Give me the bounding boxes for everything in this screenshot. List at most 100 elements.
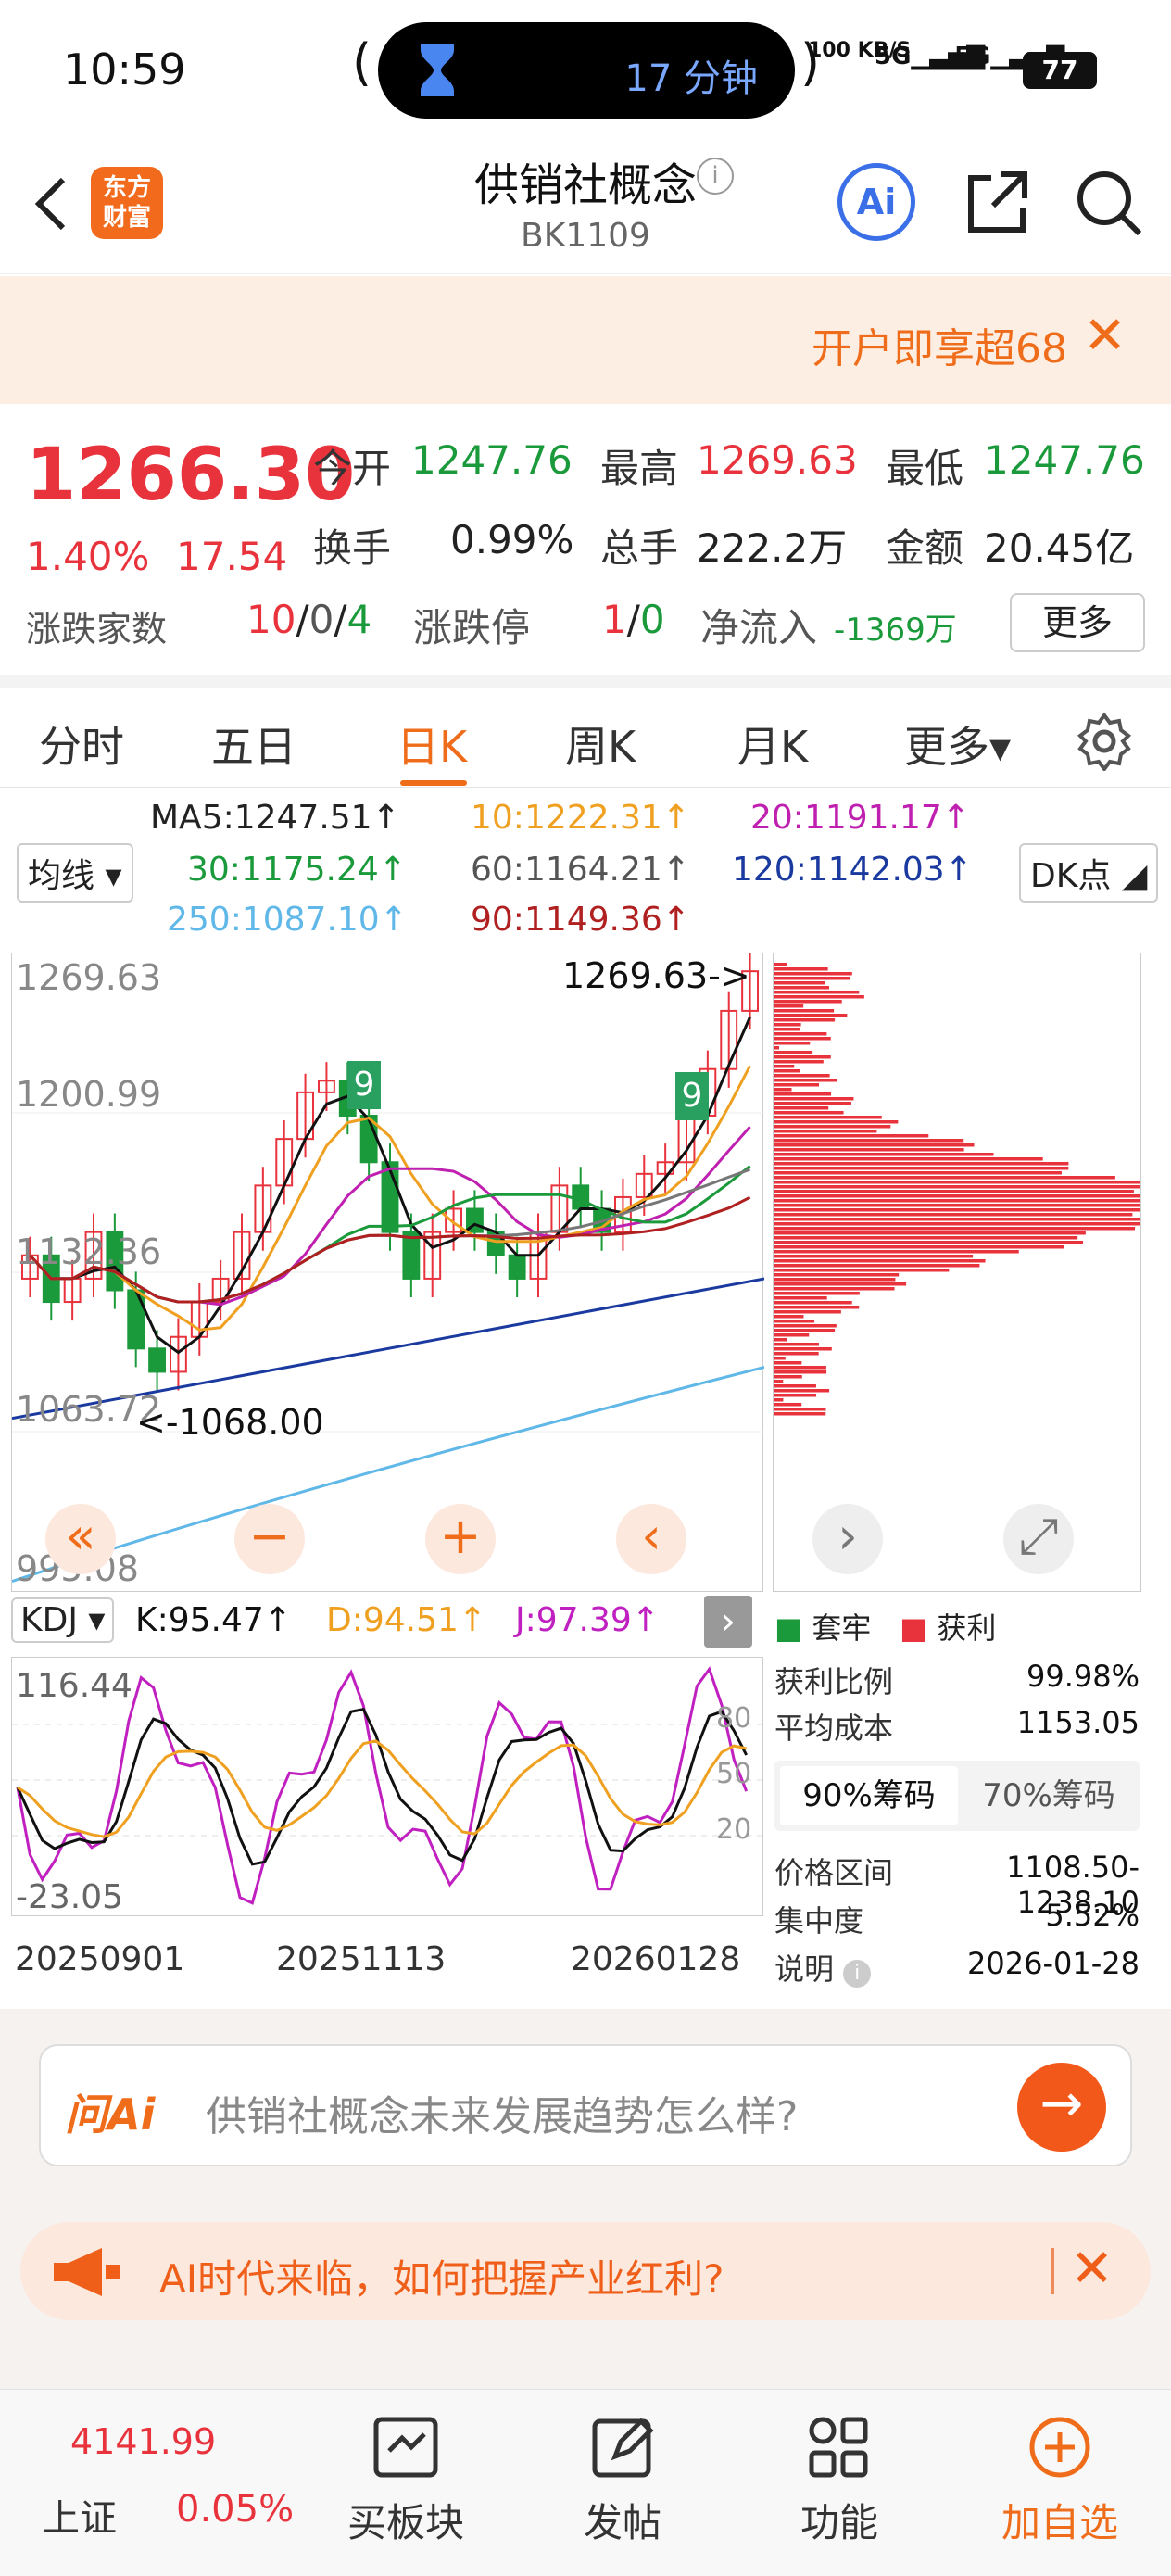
ask-ai-prompt[interactable]: 供销社概念未来发展趋势怎么样?	[206, 2093, 799, 2140]
chip-bar	[774, 1250, 1019, 1254]
turnover-label: 换手	[313, 525, 392, 571]
ad-text[interactable]: AI时代来临，如何把握产业红利?	[159, 2256, 724, 2302]
ask-ai-bar[interactable]: 问Ai 供销社概念未来发展趋势怎么样? →	[39, 2044, 1132, 2166]
tab-more[interactable]: 更多▾	[904, 722, 1012, 772]
ma60-value: 60:1164.21↑	[471, 851, 690, 889]
add-watchlist-icon[interactable]	[1025, 2412, 1095, 2482]
chip-bar	[774, 1208, 1140, 1212]
close-icon[interactable]: ✕	[1070, 2239, 1114, 2299]
kdj-select[interactable]: KDJ ▾	[11, 1597, 115, 1643]
chip-bar	[774, 1357, 786, 1360]
chip-bar	[774, 1065, 795, 1068]
zoom-out-icon[interactable]: −	[234, 1504, 305, 1574]
paren-right: )	[800, 33, 821, 92]
last-price: 1266.30	[26, 434, 356, 517]
tab-five-day[interactable]: 五日	[211, 722, 296, 772]
chip-bar	[774, 1116, 882, 1119]
ma120-value: 120:1142.03↑	[732, 851, 973, 889]
buy-board-label[interactable]: 买板块	[346, 2500, 464, 2545]
back-arrow-icon[interactable]	[26, 167, 82, 241]
tab-monthly-k[interactable]: 月K	[737, 722, 809, 772]
avg-cost-value: 1153.05	[1016, 1705, 1140, 1740]
post-label[interactable]: 发帖	[583, 2500, 661, 2545]
chip-bar	[774, 991, 860, 994]
chip-bar	[774, 1000, 842, 1004]
chip-bar	[774, 1278, 896, 1282]
promo-banner[interactable]: 开户即享超68 ✕	[0, 276, 1171, 404]
ad-banner[interactable]: AI时代来临，如何把握产业红利? ✕	[20, 2222, 1151, 2320]
chip-bar	[774, 1162, 1069, 1166]
index-value[interactable]: 4141.99	[70, 2421, 217, 2462]
collapse-arrow-icon[interactable]: ›	[704, 1596, 752, 1648]
chip-bar	[774, 1199, 1140, 1203]
tab-chip-90[interactable]: 90%筹码	[780, 1766, 958, 1825]
kdj-j-line	[16, 1666, 749, 1905]
chip-bar	[774, 1398, 784, 1402]
chip-bar	[774, 1111, 844, 1115]
ma90-value: 90:1149.36↑	[471, 901, 690, 939]
share-icon[interactable]	[960, 165, 1034, 239]
arrow-right-icon[interactable]: →	[1017, 2063, 1106, 2152]
ma120-line	[12, 1277, 764, 1421]
kdj-chart[interactable]: 116.44 -23.05 80 50 20	[11, 1657, 764, 1916]
kdj-plot	[12, 1666, 764, 1905]
dk-point-select[interactable]: DK点 ◢	[1019, 843, 1159, 903]
chip-bar	[774, 1361, 802, 1365]
chip-bar	[774, 1097, 854, 1101]
low-value: 1247.76	[984, 437, 1145, 483]
chip-bar	[774, 1148, 964, 1152]
note-label[interactable]: 说明 i	[774, 1946, 872, 1989]
chip-bar	[774, 963, 787, 966]
chip-bar	[774, 967, 828, 971]
change-value: 17.54	[176, 534, 288, 579]
chip-bar	[774, 1315, 804, 1319]
post-edit-icon[interactable]	[587, 2412, 658, 2482]
high-label: 最高	[600, 446, 679, 491]
scroll-left-icon[interactable]: ‹	[616, 1504, 686, 1574]
functions-grid-icon[interactable]	[804, 2412, 875, 2482]
chip-bar	[774, 1296, 827, 1300]
indicator-select[interactable]: 均线 ▾	[17, 843, 133, 903]
promo-text[interactable]: 开户即享超68	[812, 325, 1067, 373]
chip-bar	[774, 1028, 801, 1031]
dynamic-island-timer[interactable]: 17 分钟	[378, 22, 795, 119]
info-icon[interactable]: i	[697, 158, 734, 195]
functions-label[interactable]: 功能	[800, 2500, 878, 2545]
search-icon[interactable]	[1071, 165, 1145, 239]
buy-board-icon[interactable]	[367, 2412, 445, 2482]
chip-bar	[774, 1222, 1140, 1226]
tab-daily-k[interactable]: 日K	[397, 722, 468, 772]
kdj-d-line	[17, 1739, 747, 1838]
chip-bar	[774, 1338, 787, 1342]
scroll-left-fast-icon[interactable]: «	[45, 1504, 116, 1574]
scroll-right-icon[interactable]: ›	[812, 1504, 883, 1574]
index-pct[interactable]: 0.05%	[176, 2488, 295, 2531]
ai-assistant-button[interactable]: Ai	[837, 163, 915, 241]
chip-bar	[774, 1324, 837, 1328]
close-icon[interactable]: ✕	[1083, 306, 1127, 366]
ma30-value: 30:1175.24↑	[187, 851, 407, 889]
chip-bar	[774, 1004, 804, 1008]
kdj-level-20: 20	[716, 1813, 752, 1846]
chip-bar	[774, 1171, 1062, 1175]
more-button[interactable]: 更多	[1010, 593, 1145, 652]
timer-text: 17 分钟	[624, 57, 758, 100]
date-start: 20250901	[15, 1940, 185, 1978]
ad-divider	[1051, 2248, 1054, 2294]
chip-bar	[774, 1333, 810, 1337]
add-watchlist-label[interactable]: 加自选	[1001, 2500, 1118, 2545]
kline-chart[interactable]: 1269.63 1200.99 1132.36 1063.72 995.08 1…	[11, 953, 764, 1592]
tab-chip-70[interactable]: 70%筹码	[982, 1777, 1115, 1814]
tab-weekly-k[interactable]: 周K	[565, 722, 636, 772]
td-signal-9-right: 9	[675, 1072, 709, 1120]
zoom-in-icon[interactable]: +	[425, 1504, 496, 1574]
concentration-value: 5.52%	[1045, 1898, 1140, 1933]
chip-bar	[774, 1069, 800, 1073]
chip-bar	[774, 1074, 830, 1078]
index-name[interactable]: 上证	[43, 2497, 117, 2540]
settings-gear-icon[interactable]	[1075, 712, 1134, 771]
chip-bar	[774, 1301, 852, 1305]
fullscreen-icon[interactable]: ⤢	[1003, 1504, 1074, 1574]
network-speed: 100 KB/S	[808, 39, 912, 62]
tab-intraday[interactable]: 分时	[39, 722, 124, 772]
